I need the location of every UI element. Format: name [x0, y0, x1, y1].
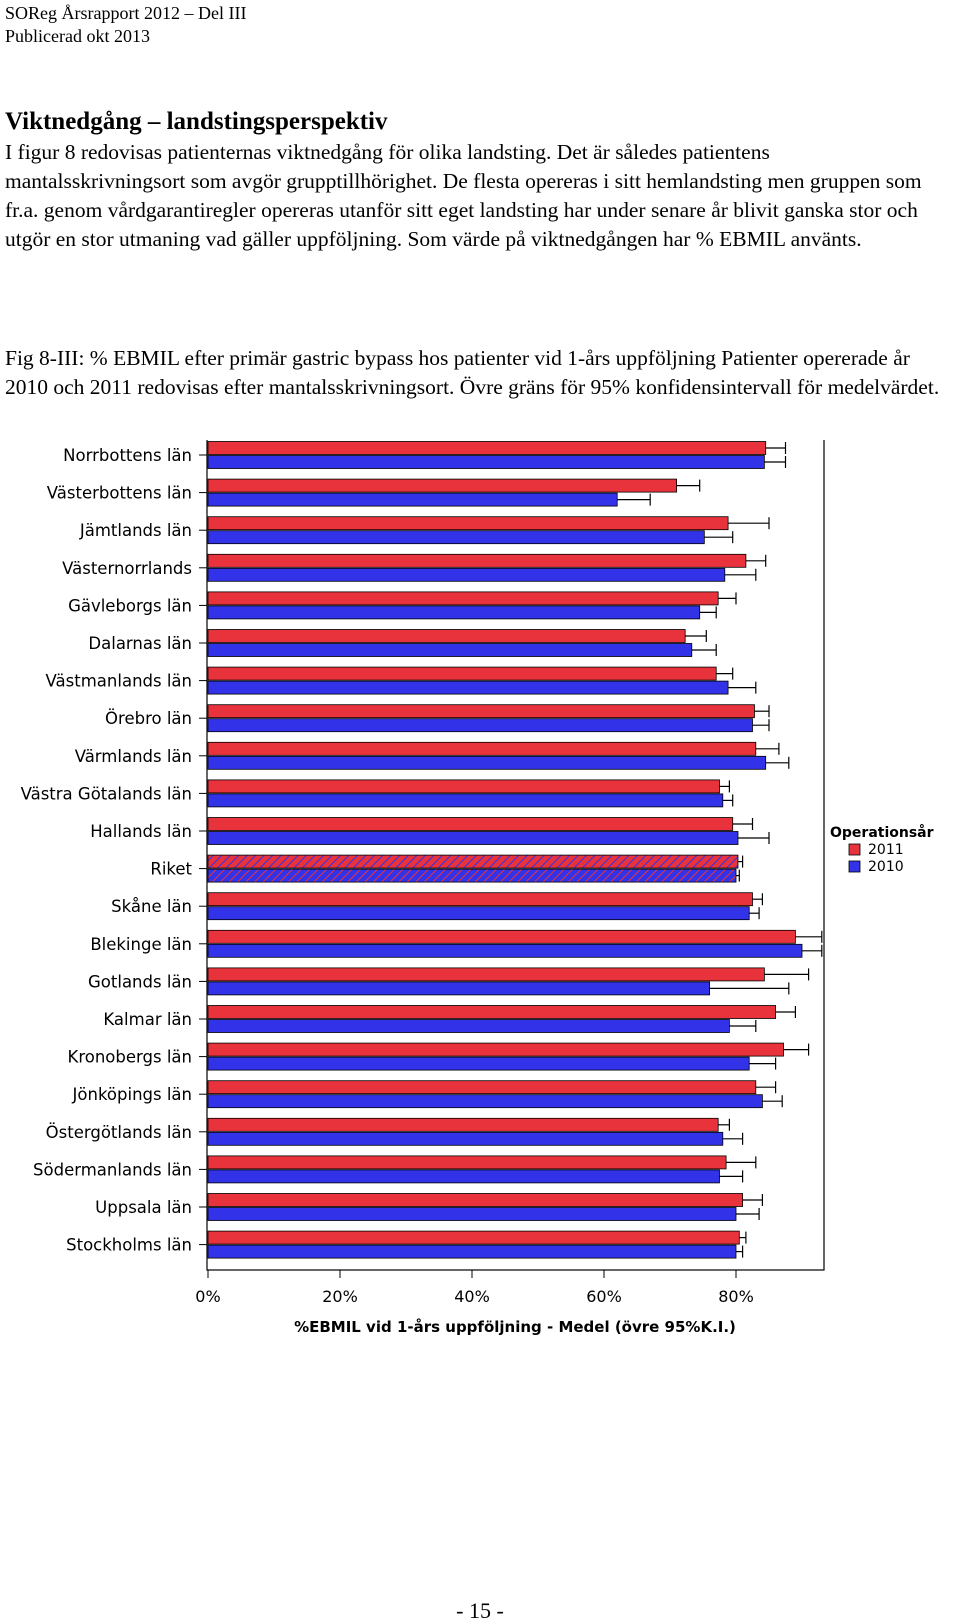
- bar-2011: [207, 591, 719, 606]
- category-label: Stockholms län: [66, 1236, 192, 1255]
- category-label: Norrbottens län: [63, 446, 192, 465]
- bar-2010: [207, 1169, 720, 1184]
- legend-title: Operationsår: [830, 824, 934, 841]
- x-axis: 0% 20% 40% 60% 80%: [195, 1270, 754, 1306]
- bar-2011: [207, 441, 767, 455]
- category-labels: Norrbottens län Västerbottens län Jämtland…: [21, 446, 207, 1255]
- bar-2011: [207, 1155, 727, 1170]
- x-tick-label: 0%: [195, 1287, 220, 1306]
- category-label: Östergötlands län: [46, 1123, 192, 1142]
- bar-2010: [207, 906, 750, 921]
- category-label: Jämtlands län: [79, 521, 192, 540]
- bar-2010: [207, 1019, 730, 1033]
- category-label: Jönköpings län: [72, 1085, 192, 1104]
- bar-2010: [207, 605, 701, 620]
- category-label: Gotlands län: [88, 972, 192, 991]
- bar-2011: [207, 1117, 719, 1132]
- bar-2010: [207, 981, 711, 996]
- bar-2010: [207, 567, 726, 582]
- x-axis-title: %EBMIL vid 1-års uppföljning - Medel (öv…: [294, 1318, 736, 1336]
- bar-2011: [207, 704, 755, 719]
- bar-2010: [207, 868, 737, 883]
- bar-2010: [207, 943, 803, 958]
- category-label: Gävleborgs län: [68, 596, 192, 615]
- x-tick-label: 80%: [718, 1287, 754, 1306]
- bar-2010: [207, 643, 693, 657]
- section-heading: Viktnedgång – landstingsperspektiv: [5, 108, 388, 135]
- legend-label-2011: 2011: [868, 842, 904, 858]
- page-number: - 15 -: [456, 1598, 504, 1623]
- category-label: Örebro län: [105, 709, 192, 728]
- bar-2010: [207, 1244, 737, 1259]
- category-label: Västernorrlands: [62, 559, 192, 578]
- category-label: Södermanlands län: [33, 1160, 192, 1179]
- bar-2011: [207, 929, 796, 944]
- x-tick-label: 20%: [322, 1287, 358, 1306]
- bar-2011: [207, 779, 720, 794]
- bar-2010: [207, 680, 729, 695]
- bar-2011: [207, 516, 729, 531]
- bar-2010: [207, 1056, 750, 1071]
- category-label: Värmlands län: [75, 747, 192, 766]
- legend-swatch-2011: [848, 843, 861, 856]
- category-label: Västerbottens län: [47, 484, 192, 503]
- x-tick-label: 40%: [454, 1287, 490, 1306]
- section-body: I figur 8 redovisas patienternas viktned…: [5, 140, 922, 251]
- bar-2011: [207, 629, 686, 643]
- category-label: Uppsala län: [95, 1198, 192, 1217]
- category-label: Skåne län: [111, 897, 192, 916]
- report-header: SOReg Årsrapport 2012 – Del III Publicer…: [5, 2, 246, 48]
- category-label: Hallands län: [90, 822, 192, 841]
- bar-2010: [207, 1131, 724, 1146]
- bar-2010: [207, 718, 753, 733]
- bar-2011: [207, 892, 753, 907]
- publication-date: Publicerad okt 2013: [5, 26, 150, 46]
- bar-2011: [207, 741, 757, 756]
- bar-2011: [207, 553, 747, 568]
- category-label: Blekinge län: [90, 935, 192, 954]
- bar-2011: [207, 854, 739, 869]
- bar-2010: [207, 455, 765, 469]
- bar-2011: [207, 1080, 757, 1095]
- x-tick-label: 60%: [586, 1287, 622, 1306]
- bar-2010: [207, 530, 705, 545]
- bars-layer: [207, 441, 823, 1259]
- bar-2011: [207, 478, 678, 493]
- category-label: Västra Götalands län: [21, 784, 192, 803]
- category-label: Kalmar län: [103, 1010, 192, 1029]
- bar-2011: [207, 817, 734, 831]
- bar-2010: [207, 492, 618, 507]
- legend: Operationsår 2011 2010: [830, 824, 934, 875]
- bar-2010: [207, 1207, 737, 1221]
- legend-label-2010: 2010: [868, 859, 904, 875]
- bar-2010: [207, 1094, 763, 1109]
- ebmil-bar-chart: Norrbottens län Västerbottens län Jämtland…: [21, 440, 934, 1336]
- report-title: SOReg Årsrapport 2012 – Del III: [5, 3, 247, 23]
- category-label: Kronobergs län: [68, 1048, 192, 1067]
- legend-swatch-2010: [848, 860, 861, 873]
- bar-2011: [207, 666, 717, 681]
- bar-2010: [207, 831, 739, 845]
- bar-2011: [207, 1042, 784, 1057]
- bar-2010: [207, 755, 767, 770]
- bar-2011: [207, 1230, 740, 1245]
- bar-2011: [207, 967, 765, 982]
- plot-frame: [206, 440, 825, 1271]
- bar-2011: [207, 1005, 776, 1019]
- category-label: Riket: [150, 860, 192, 879]
- figure-caption: Fig 8-III: % EBMIL efter primär gastric …: [5, 346, 940, 399]
- category-label: Dalarnas län: [88, 634, 192, 653]
- bar-2011: [207, 1193, 743, 1207]
- category-label: Västmanlands län: [46, 672, 192, 691]
- bar-2010: [207, 793, 724, 808]
